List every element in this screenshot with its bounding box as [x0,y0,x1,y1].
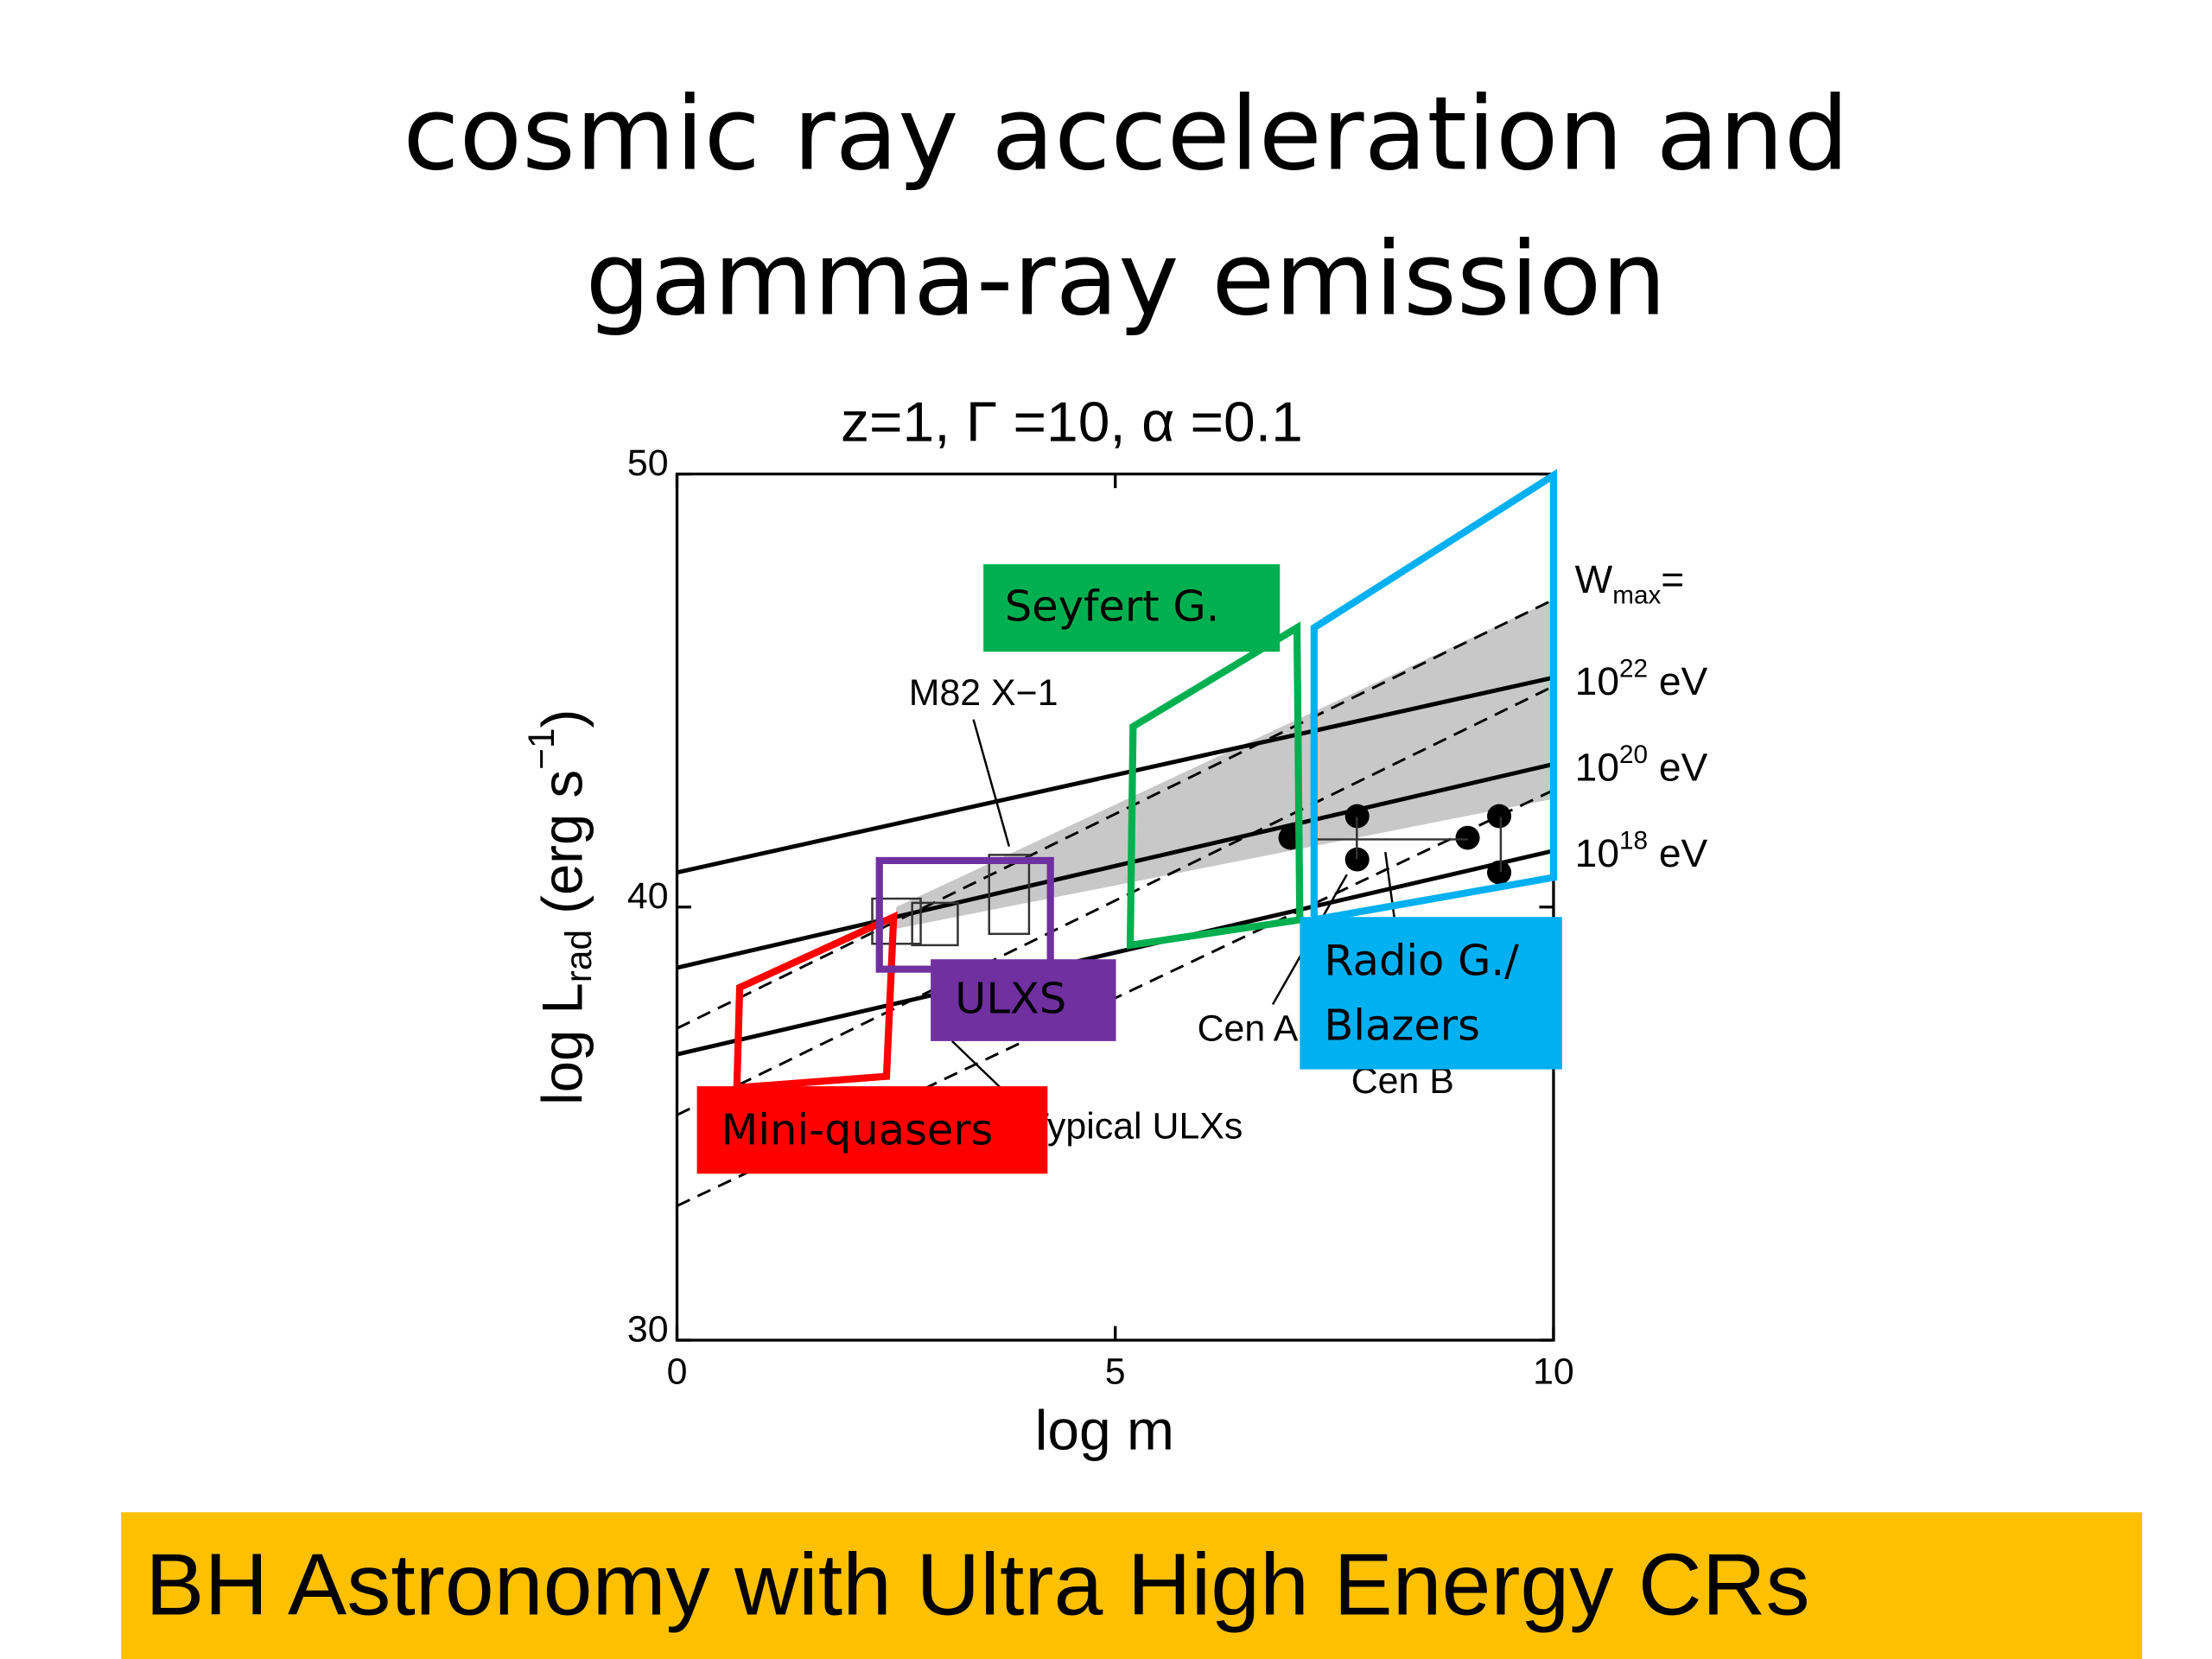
energy-label: 1018 eV [1575,827,1708,875]
blazar-region [1310,468,1558,925]
y-label-part: (erg s [531,770,594,930]
label-box [983,564,1281,652]
label-part: = [1661,557,1684,602]
y-tick-label: 40 [627,875,669,917]
label-part: W [1575,557,1613,602]
label-box [696,1086,1048,1174]
annotation: Cen A [1198,1008,1299,1050]
ulx-box [911,901,959,947]
label-sup: 22 [1619,654,1648,683]
shaded-band [896,599,1554,929]
label-box [931,959,1116,1041]
y-tick-label: 50 [627,442,669,484]
ulx-box [871,897,922,945]
footer-bar [121,1512,2143,1659]
label-sup: 18 [1619,827,1648,855]
energy-label: 1022 eV [1575,654,1708,702]
data-point [1487,860,1512,885]
label-sub: max [1612,582,1661,610]
data-point [1344,804,1370,829]
line [677,684,1554,1116]
data-point [1487,804,1512,829]
overlay-label: Radio G./ [1324,936,1519,986]
overlay-label: Mini-quasers [721,1105,994,1155]
overlay-label: Seyfert G. [1005,582,1219,632]
y-label-sup: −1 [521,728,563,770]
label-part: 10 [1575,745,1619,790]
x-tick-label: 5 [1105,1351,1126,1393]
label-sup: 20 [1619,741,1648,769]
overlay-label: Blazers [1324,1001,1480,1051]
arrow [972,719,1011,847]
mini-quasar-region [733,911,898,1092]
wmax-label: Wmax= [1575,557,1685,610]
energy-label: 1020 eV [1575,741,1708,789]
label-part: eV [1648,658,1708,703]
x-tick-label: 0 [667,1351,688,1393]
line [677,762,1554,970]
data-point [1344,847,1370,872]
y-axis-label: log Lrad (erg s−1) [521,709,600,1105]
line [677,675,1554,875]
m82-box [988,854,1031,936]
overlay-label: ULXS [955,974,1066,1024]
label-part: eV [1648,830,1708,875]
y-label-part: ) [531,709,594,728]
annotation: Typical ULXs [1027,1106,1243,1147]
footer: BH Astronomy with Ultra High Energy CRs [145,1535,1809,1633]
x-axis-label: log m [1035,1399,1174,1462]
data-point [1455,825,1480,850]
x-tick-label: 10 [1533,1351,1574,1393]
line [677,598,1554,1030]
label-part: 10 [1575,658,1619,703]
annotation: M82 X−1 [909,672,1058,714]
label-part: 10 [1575,830,1619,875]
arrow [950,1040,1003,1090]
label-box [1300,917,1562,1070]
y-label-sub: rad [558,930,600,982]
label-part: eV [1648,745,1708,790]
y-label-part: log L [531,982,594,1105]
slide-title: cosmic ray acceleration and [403,74,1849,193]
slide-title: gamma-ray emission [586,219,1667,338]
line [677,849,1554,1057]
y-tick-label: 30 [627,1309,669,1351]
chart-title: z=1, Γ =10, α =0.1 [841,391,1303,454]
plot-frame [675,472,1555,1342]
